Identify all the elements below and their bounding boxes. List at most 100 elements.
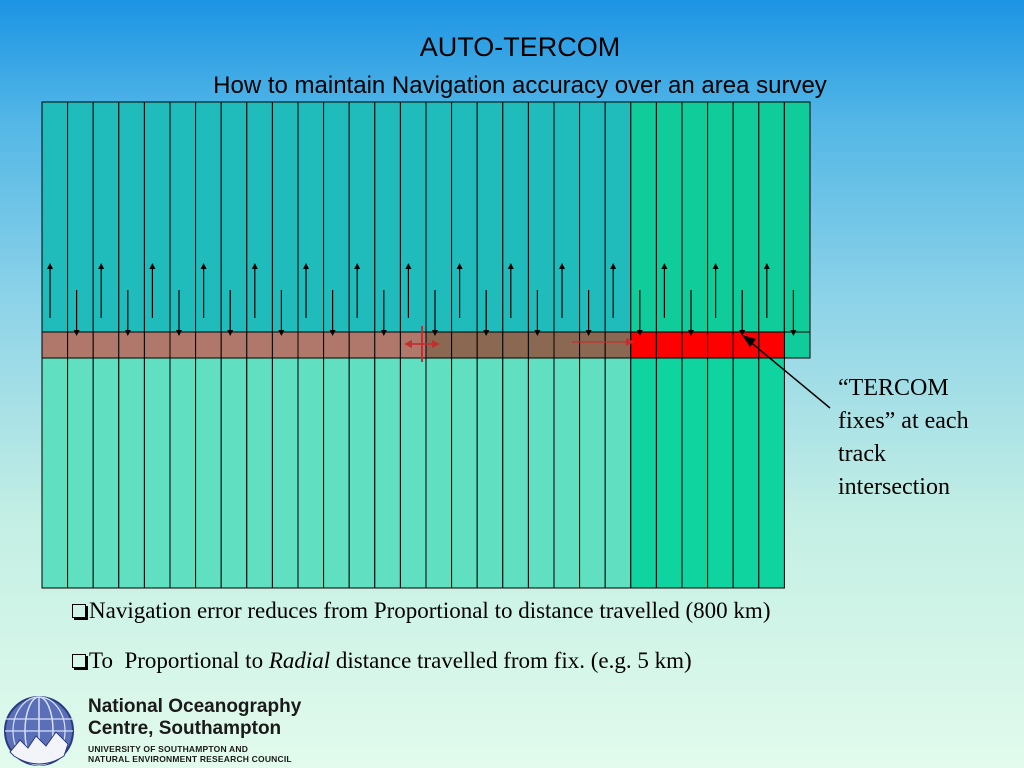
callout-line: “TERCOM	[838, 375, 949, 401]
cross-track-segment	[502, 331, 529, 359]
tercom-fix-segment	[681, 331, 709, 359]
logo-line: NATURAL ENVIRONMENT RESEARCH COUNCIL	[88, 754, 292, 764]
bullet-text-prefix: To Proportional to	[89, 648, 269, 673]
noc-logo: National Oceanography Centre, Southampto…	[0, 692, 345, 768]
cross-track-segment	[271, 331, 299, 359]
survey-track-upper	[297, 101, 325, 333]
survey-track-upper	[169, 101, 197, 333]
survey-track-upper	[783, 331, 811, 359]
survey-track-lower	[297, 357, 325, 589]
survey-track-lower	[732, 357, 760, 589]
cross-track-segment	[118, 331, 145, 359]
survey-track-lower	[655, 357, 683, 589]
logo-subtext: UNIVERSITY OF SOUTHAMPTON AND NATURAL EN…	[88, 744, 292, 764]
survey-track-upper	[451, 101, 478, 333]
survey-track-upper	[579, 101, 606, 333]
tercom-fix-segment	[707, 331, 734, 359]
survey-track-lower	[681, 357, 709, 589]
survey-track-lower	[195, 357, 222, 589]
survey-track-upper	[67, 101, 94, 333]
survey-track-lower	[348, 357, 376, 589]
survey-track-upper	[399, 101, 427, 333]
survey-track-upper	[271, 101, 299, 333]
survey-track-upper	[707, 101, 734, 333]
survey-track-upper	[143, 101, 171, 333]
survey-track-upper	[41, 101, 69, 333]
logo-wordmark: National Oceanography Centre, Southampto…	[88, 696, 301, 740]
logo-line: Centre, Southampton	[88, 718, 282, 739]
page-title: AUTO-TERCOM	[419, 32, 621, 62]
callout-line: track	[838, 441, 886, 467]
survey-track-upper	[758, 101, 785, 333]
page-subtitle: How to maintain Navigation accuracy over…	[213, 72, 827, 99]
survey-track-lower	[451, 357, 478, 589]
survey-track-lower	[527, 357, 555, 589]
survey-track-upper	[246, 101, 273, 333]
cross-track-segment	[92, 331, 120, 359]
survey-track-lower	[169, 357, 197, 589]
checkbox-bullet-icon	[72, 654, 86, 668]
survey-track-upper	[630, 101, 657, 333]
survey-track-upper	[118, 101, 145, 333]
survey-track-upper	[323, 101, 350, 333]
survey-track-upper	[220, 101, 248, 333]
cross-track-segment	[348, 331, 376, 359]
survey-track-lower	[604, 357, 632, 589]
survey-track-upper	[527, 101, 555, 333]
logo-line: National Oceanography	[88, 696, 302, 717]
cross-track-segment	[246, 331, 273, 359]
survey-track-upper	[783, 101, 811, 333]
cross-track-segment	[451, 331, 478, 359]
cross-track-segment	[169, 331, 197, 359]
survey-track-upper	[374, 101, 401, 333]
tercom-fix-segment	[758, 331, 785, 359]
survey-track-lower	[92, 357, 120, 589]
survey-track-lower	[67, 357, 94, 589]
survey-track-lower	[425, 357, 453, 589]
cross-track-segment	[41, 331, 69, 359]
cross-track-segment	[476, 331, 504, 359]
survey-track-lower	[41, 357, 69, 589]
survey-track-lower	[399, 357, 427, 589]
survey-track-upper	[476, 101, 504, 333]
survey-track-upper	[681, 101, 709, 333]
tercom-fix-segment	[630, 331, 657, 359]
survey-track-lower	[630, 357, 657, 589]
survey-track-upper	[732, 101, 760, 333]
cross-track-segment	[604, 331, 632, 359]
checkbox-bullet-icon	[72, 604, 86, 618]
survey-track-diagram	[41, 101, 831, 589]
globe-logo-icon	[4, 696, 74, 766]
survey-track-upper	[195, 101, 222, 333]
survey-track-upper	[604, 101, 632, 333]
survey-track-lower	[758, 357, 785, 589]
survey-track-lower	[246, 357, 273, 589]
cross-track-segment	[374, 331, 401, 359]
cross-track-segment	[143, 331, 171, 359]
survey-track-upper	[655, 101, 683, 333]
survey-track-lower	[271, 357, 299, 589]
survey-track-lower	[553, 357, 581, 589]
cross-track-segment	[553, 331, 581, 359]
bullet-item: Navigation error reduces from Proportion…	[72, 598, 770, 624]
survey-track-lower	[502, 357, 529, 589]
tercom-callout: “TERCOM fixes” at each track intersectio…	[838, 372, 1008, 504]
survey-track-upper	[348, 101, 376, 333]
tercom-fix-segment	[655, 331, 683, 359]
callout-line: intersection	[838, 474, 950, 500]
survey-track-lower	[118, 357, 145, 589]
survey-track-upper	[92, 101, 120, 333]
survey-track-lower	[220, 357, 248, 589]
survey-track-upper	[425, 101, 453, 333]
cross-track-segment	[579, 331, 606, 359]
survey-track-upper	[502, 101, 529, 333]
cross-track-segment	[195, 331, 222, 359]
cross-track-segment	[297, 331, 325, 359]
bullet-text-suffix: distance travelled from fix. (e.g. 5 km)	[330, 648, 692, 673]
logo-line: UNIVERSITY OF SOUTHAMPTON AND	[88, 744, 249, 754]
bullet-item: To Proportional to Radial distance trave…	[72, 648, 692, 674]
survey-track-lower	[579, 357, 606, 589]
bullet-text: Navigation error reduces from Proportion…	[89, 598, 771, 623]
survey-track-lower	[707, 357, 734, 589]
cross-track-segment	[323, 331, 350, 359]
